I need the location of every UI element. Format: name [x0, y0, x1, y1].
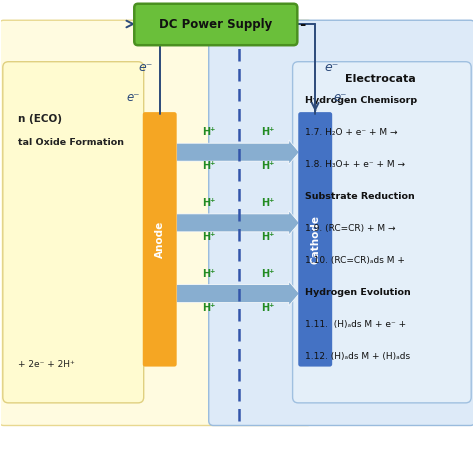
Text: H⁺: H⁺: [261, 198, 274, 208]
FancyArrow shape: [177, 210, 299, 235]
FancyArrow shape: [177, 281, 299, 306]
Text: tal Oxide Formation: tal Oxide Formation: [18, 138, 124, 147]
Text: H⁺: H⁺: [261, 269, 274, 279]
FancyBboxPatch shape: [298, 112, 332, 366]
Text: H⁺: H⁺: [202, 161, 215, 171]
Text: e⁻: e⁻: [127, 91, 140, 104]
Text: H⁺: H⁺: [261, 232, 274, 242]
Text: n (ECO): n (ECO): [18, 114, 62, 124]
Text: -: -: [299, 17, 306, 32]
Text: H⁺: H⁺: [202, 128, 215, 137]
Text: Hydrogen Evolution: Hydrogen Evolution: [305, 288, 411, 297]
Text: H⁺: H⁺: [202, 269, 215, 279]
Text: Electrocata: Electrocata: [346, 74, 416, 84]
Text: H⁺: H⁺: [202, 232, 215, 242]
FancyBboxPatch shape: [0, 20, 312, 426]
Text: 1.11.  (H)ₐds M + e⁻ +: 1.11. (H)ₐds M + e⁻ +: [305, 320, 406, 329]
Text: Cathode: Cathode: [310, 215, 320, 264]
Text: e⁻: e⁻: [334, 91, 347, 104]
Text: 1.10. (RC=CR)ₐds M +: 1.10. (RC=CR)ₐds M +: [305, 256, 405, 265]
Text: 1.8. H₃O+ + e⁻ + M →: 1.8. H₃O+ + e⁻ + M →: [305, 160, 405, 169]
Text: e⁻: e⁻: [324, 61, 338, 74]
Text: 1.12. (H)ₐds M + (H)ₐds: 1.12. (H)ₐds M + (H)ₐds: [305, 352, 410, 361]
Text: Substrate Reduction: Substrate Reduction: [305, 192, 415, 201]
FancyBboxPatch shape: [209, 20, 474, 426]
FancyArrow shape: [177, 140, 299, 164]
Text: Anode: Anode: [155, 221, 165, 258]
Text: 1.7. H₂O + e⁻ + M →: 1.7. H₂O + e⁻ + M →: [305, 128, 398, 137]
Text: DC Power Supply: DC Power Supply: [159, 18, 273, 31]
Text: H⁺: H⁺: [261, 303, 274, 313]
FancyBboxPatch shape: [3, 62, 144, 403]
Text: 1.9. (RC=CR) + M →: 1.9. (RC=CR) + M →: [305, 224, 396, 233]
FancyBboxPatch shape: [143, 112, 177, 366]
FancyBboxPatch shape: [292, 62, 471, 403]
FancyBboxPatch shape: [134, 4, 297, 45]
Text: e⁻: e⁻: [138, 61, 152, 74]
Text: H⁺: H⁺: [261, 161, 274, 171]
Text: Hydrogen Chemisorp: Hydrogen Chemisorp: [305, 96, 418, 105]
Text: H⁺: H⁺: [202, 303, 215, 313]
Text: H⁺: H⁺: [202, 198, 215, 208]
Text: + 2e⁻ + 2H⁺: + 2e⁻ + 2H⁺: [18, 360, 74, 369]
Text: H⁺: H⁺: [261, 128, 274, 137]
